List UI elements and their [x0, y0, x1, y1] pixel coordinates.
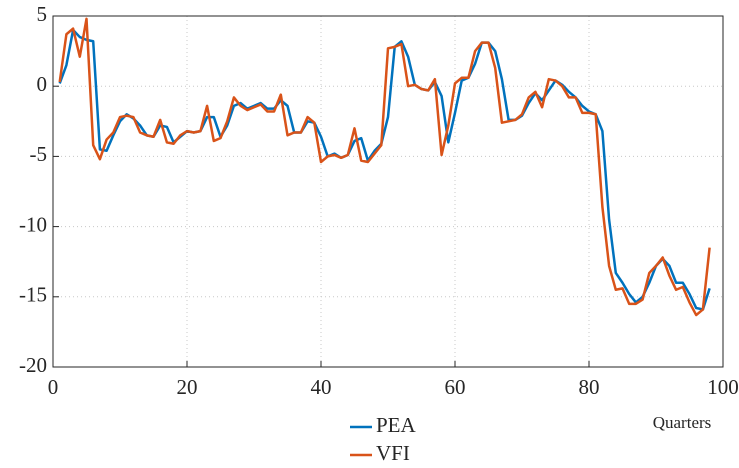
- y-tick-label: -10: [19, 212, 47, 236]
- y-tick-label: -15: [19, 283, 47, 307]
- plot-area: [53, 16, 723, 367]
- y-tick-label: -5: [30, 142, 48, 166]
- y-tick-label: 0: [37, 72, 48, 96]
- x-tick-label: 0: [48, 375, 59, 399]
- x-tick-label: 100: [707, 375, 739, 399]
- y-tick-label: -20: [19, 353, 47, 377]
- x-tick-label: 60: [445, 375, 466, 399]
- x-axis-label: Quarters: [653, 413, 712, 432]
- y-tick-label: 5: [37, 2, 48, 26]
- line-series: [58, 28, 711, 311]
- x-tick-label: 80: [579, 375, 600, 399]
- legend-label: PEA: [376, 413, 417, 437]
- x-tick-label: 20: [177, 375, 198, 399]
- x-tick-label: 40: [311, 375, 332, 399]
- axes-box: [52, 15, 724, 368]
- line-series: [58, 17, 711, 317]
- legend-label: VFI: [376, 441, 410, 465]
